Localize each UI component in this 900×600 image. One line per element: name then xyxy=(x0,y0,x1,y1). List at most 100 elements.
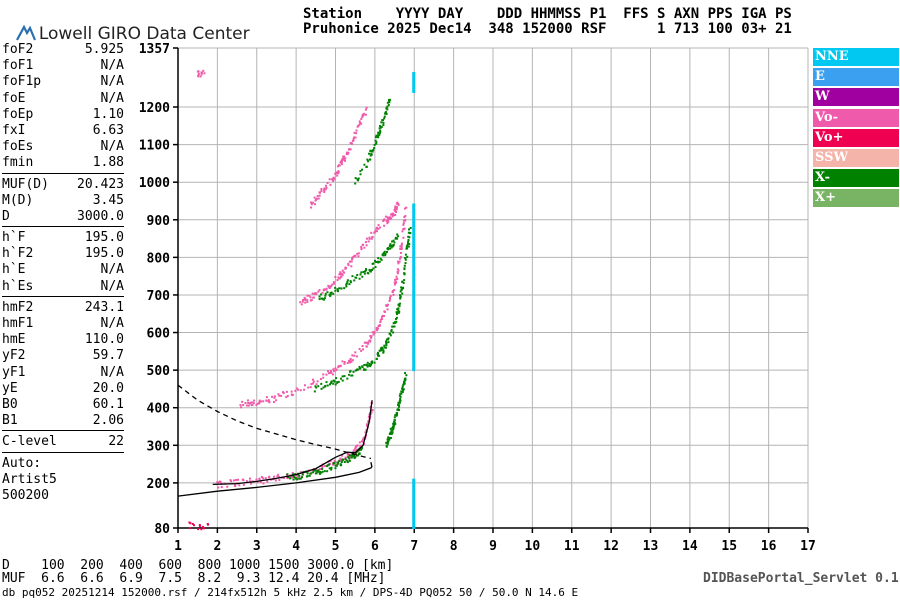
echo-point xyxy=(412,232,416,236)
echo-point xyxy=(320,471,323,474)
echo-point xyxy=(242,483,245,486)
param-name: B0 xyxy=(2,396,18,412)
echo-point xyxy=(412,365,416,369)
echo-point xyxy=(235,478,238,481)
echo-point xyxy=(385,344,388,347)
echo-point xyxy=(330,468,333,471)
echo-point xyxy=(389,436,392,439)
echo-point xyxy=(324,294,327,297)
echo-point xyxy=(412,275,416,279)
echo-point xyxy=(382,349,385,352)
echo-point xyxy=(296,476,299,479)
echo-point xyxy=(315,197,318,200)
echo-point xyxy=(412,284,416,288)
echo-point xyxy=(385,341,388,344)
echo-point xyxy=(412,336,416,340)
echo-point xyxy=(353,136,356,139)
echo-point xyxy=(316,469,319,472)
echo-point xyxy=(304,301,307,304)
echo-point xyxy=(330,178,333,181)
echo-point xyxy=(412,510,416,514)
echo-point xyxy=(349,370,352,373)
param-row: yE 20.0 xyxy=(2,381,124,397)
echo-point xyxy=(365,268,368,271)
echo-point xyxy=(361,168,364,171)
param-row: B0 60.1 xyxy=(2,397,124,413)
echo-point xyxy=(370,336,373,339)
echo-point xyxy=(200,528,203,531)
echo-point xyxy=(347,452,350,455)
echo-point xyxy=(412,223,416,227)
echo-point xyxy=(399,295,402,298)
echo-point xyxy=(336,462,339,465)
echo-point xyxy=(303,296,306,299)
echo-point xyxy=(369,365,372,368)
echo-point xyxy=(329,370,332,373)
echo-point xyxy=(315,383,318,386)
param-value: N/A xyxy=(100,278,124,294)
echo-point xyxy=(412,268,416,272)
echo-point xyxy=(375,327,378,330)
echo-point xyxy=(327,284,330,287)
echo-point xyxy=(412,253,416,257)
echo-point xyxy=(289,477,292,480)
echo-point xyxy=(337,380,340,383)
param-name: hmF2 xyxy=(2,299,34,315)
param-row: foF1 N/A xyxy=(2,58,124,74)
echo-point xyxy=(345,267,348,270)
param-value: 20.0 xyxy=(92,380,124,396)
echo-point xyxy=(357,255,360,258)
echo-point xyxy=(324,385,327,388)
param-value: N/A xyxy=(100,74,124,90)
echo-point xyxy=(364,341,367,344)
echo-point xyxy=(373,231,376,234)
echo-point xyxy=(325,373,328,376)
echo-point xyxy=(395,206,398,209)
echo-point xyxy=(375,328,378,331)
echo-point xyxy=(398,401,401,404)
echo-point xyxy=(412,300,416,304)
echo-point xyxy=(299,471,302,474)
echo-point xyxy=(400,246,403,249)
echo-point xyxy=(329,462,332,465)
echo-point xyxy=(320,190,323,193)
echo-point xyxy=(379,348,382,351)
echo-point xyxy=(334,276,337,279)
echo-point xyxy=(311,292,314,295)
echo-point xyxy=(412,264,416,268)
param-separator xyxy=(2,295,124,297)
echo-point xyxy=(334,289,337,292)
echo-point xyxy=(394,210,397,213)
echo-point xyxy=(311,471,314,474)
echo-point xyxy=(256,402,259,405)
param-name: hmF1 xyxy=(2,316,34,331)
echo-point xyxy=(349,280,352,283)
echo-point xyxy=(401,230,404,233)
echo-point xyxy=(412,526,416,529)
echo-point xyxy=(321,466,324,469)
param-value: 1.88 xyxy=(92,155,124,171)
echo-point xyxy=(412,323,416,327)
echo-point xyxy=(394,236,397,239)
echo-point xyxy=(412,293,416,297)
echo-point xyxy=(393,283,396,286)
param-value: 195.0 xyxy=(84,246,124,262)
echo-point xyxy=(380,125,383,128)
echo-point xyxy=(341,158,344,161)
echo-point xyxy=(372,148,375,151)
echo-point xyxy=(349,260,352,263)
echo-point xyxy=(395,275,398,278)
header-row-values: Pruhonice 2025 Dec14 348 152000 RSF 1 71… xyxy=(303,21,792,37)
echo-point xyxy=(388,101,391,104)
echo-point xyxy=(378,354,381,357)
echo-point xyxy=(389,427,392,430)
echo-point xyxy=(351,257,354,260)
echo-point xyxy=(385,250,388,253)
param-value: 3.45 xyxy=(92,192,124,208)
x-tick-label: 11 xyxy=(564,539,580,554)
echo-point xyxy=(323,190,326,193)
echo-point xyxy=(340,275,343,278)
echo-point xyxy=(412,205,416,209)
echo-point xyxy=(360,122,363,125)
echo-point xyxy=(400,242,403,245)
